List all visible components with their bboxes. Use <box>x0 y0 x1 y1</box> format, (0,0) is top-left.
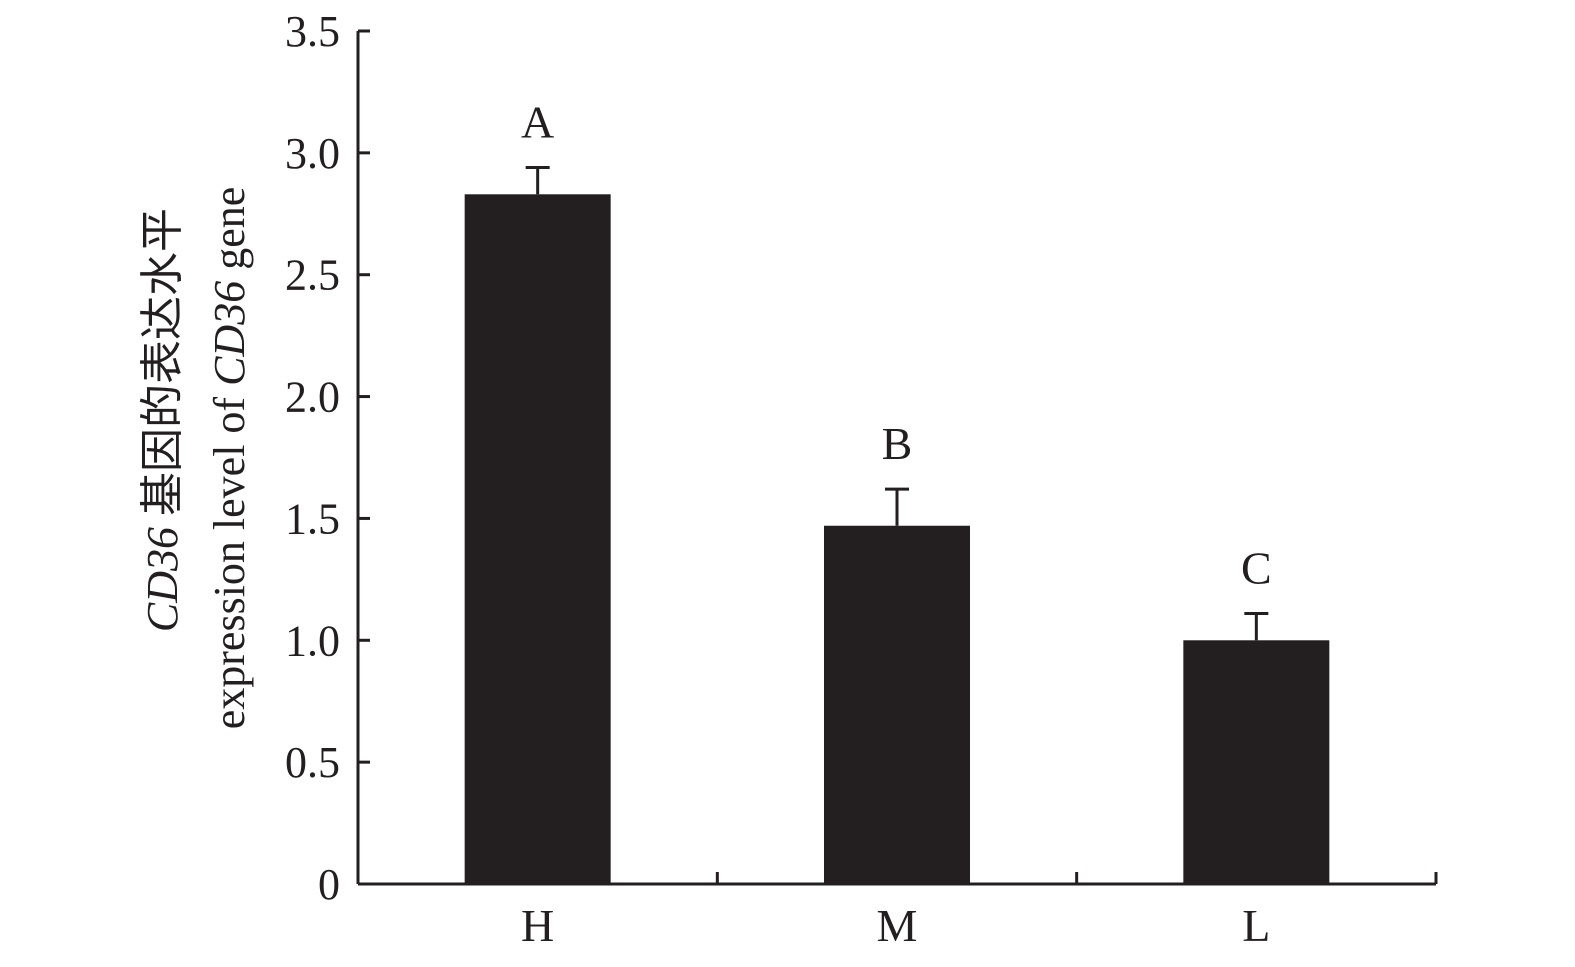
bars-layer <box>464 194 1330 884</box>
y-tick-label: 1.5 <box>285 494 340 543</box>
bar-m <box>824 525 970 884</box>
y-axis-label-english-prefix: expression level of <box>205 386 254 729</box>
x-tick-label-m: M <box>877 900 918 951</box>
y-tick-label: 0.5 <box>285 738 340 787</box>
significance-letter-l: C <box>1241 542 1272 593</box>
y-tick-label: 3.5 <box>285 7 340 56</box>
error-bars-layer <box>525 165 1269 641</box>
y-axis-label-gene-italic: CD36 <box>138 527 187 632</box>
bar-h <box>464 194 611 884</box>
x-tick-label-l: L <box>1242 900 1270 951</box>
axes-layer <box>356 29 1438 886</box>
y-tick-label: 2.5 <box>285 251 340 300</box>
y-axis-label-english: expression level of CD36 gene <box>205 187 254 730</box>
bar-l <box>1183 640 1330 884</box>
significance-letter-m: B <box>882 418 913 469</box>
y-tick-label: 3.0 <box>285 129 340 178</box>
y-axis-label-english-gene-italic: CD36 <box>205 281 254 386</box>
y-tick-label: 2.0 <box>285 373 340 422</box>
y-axis-label-chinese: CD36 基因的表达水平 <box>138 208 187 632</box>
y-tick-label: 0 <box>318 860 340 909</box>
x-tick-label-h: H <box>521 900 554 951</box>
significance-letter-h: A <box>521 96 554 147</box>
labels-layer: A H B M C L 0 0.5 1.0 1.5 2.0 2.5 3.0 3.5 <box>285 7 1272 951</box>
y-axis-label-english-suffix: gene <box>205 187 254 281</box>
y-axis-label-chinese-text: 基因的表达水平 <box>138 208 187 527</box>
y-tick-label: 1.0 <box>285 616 340 665</box>
